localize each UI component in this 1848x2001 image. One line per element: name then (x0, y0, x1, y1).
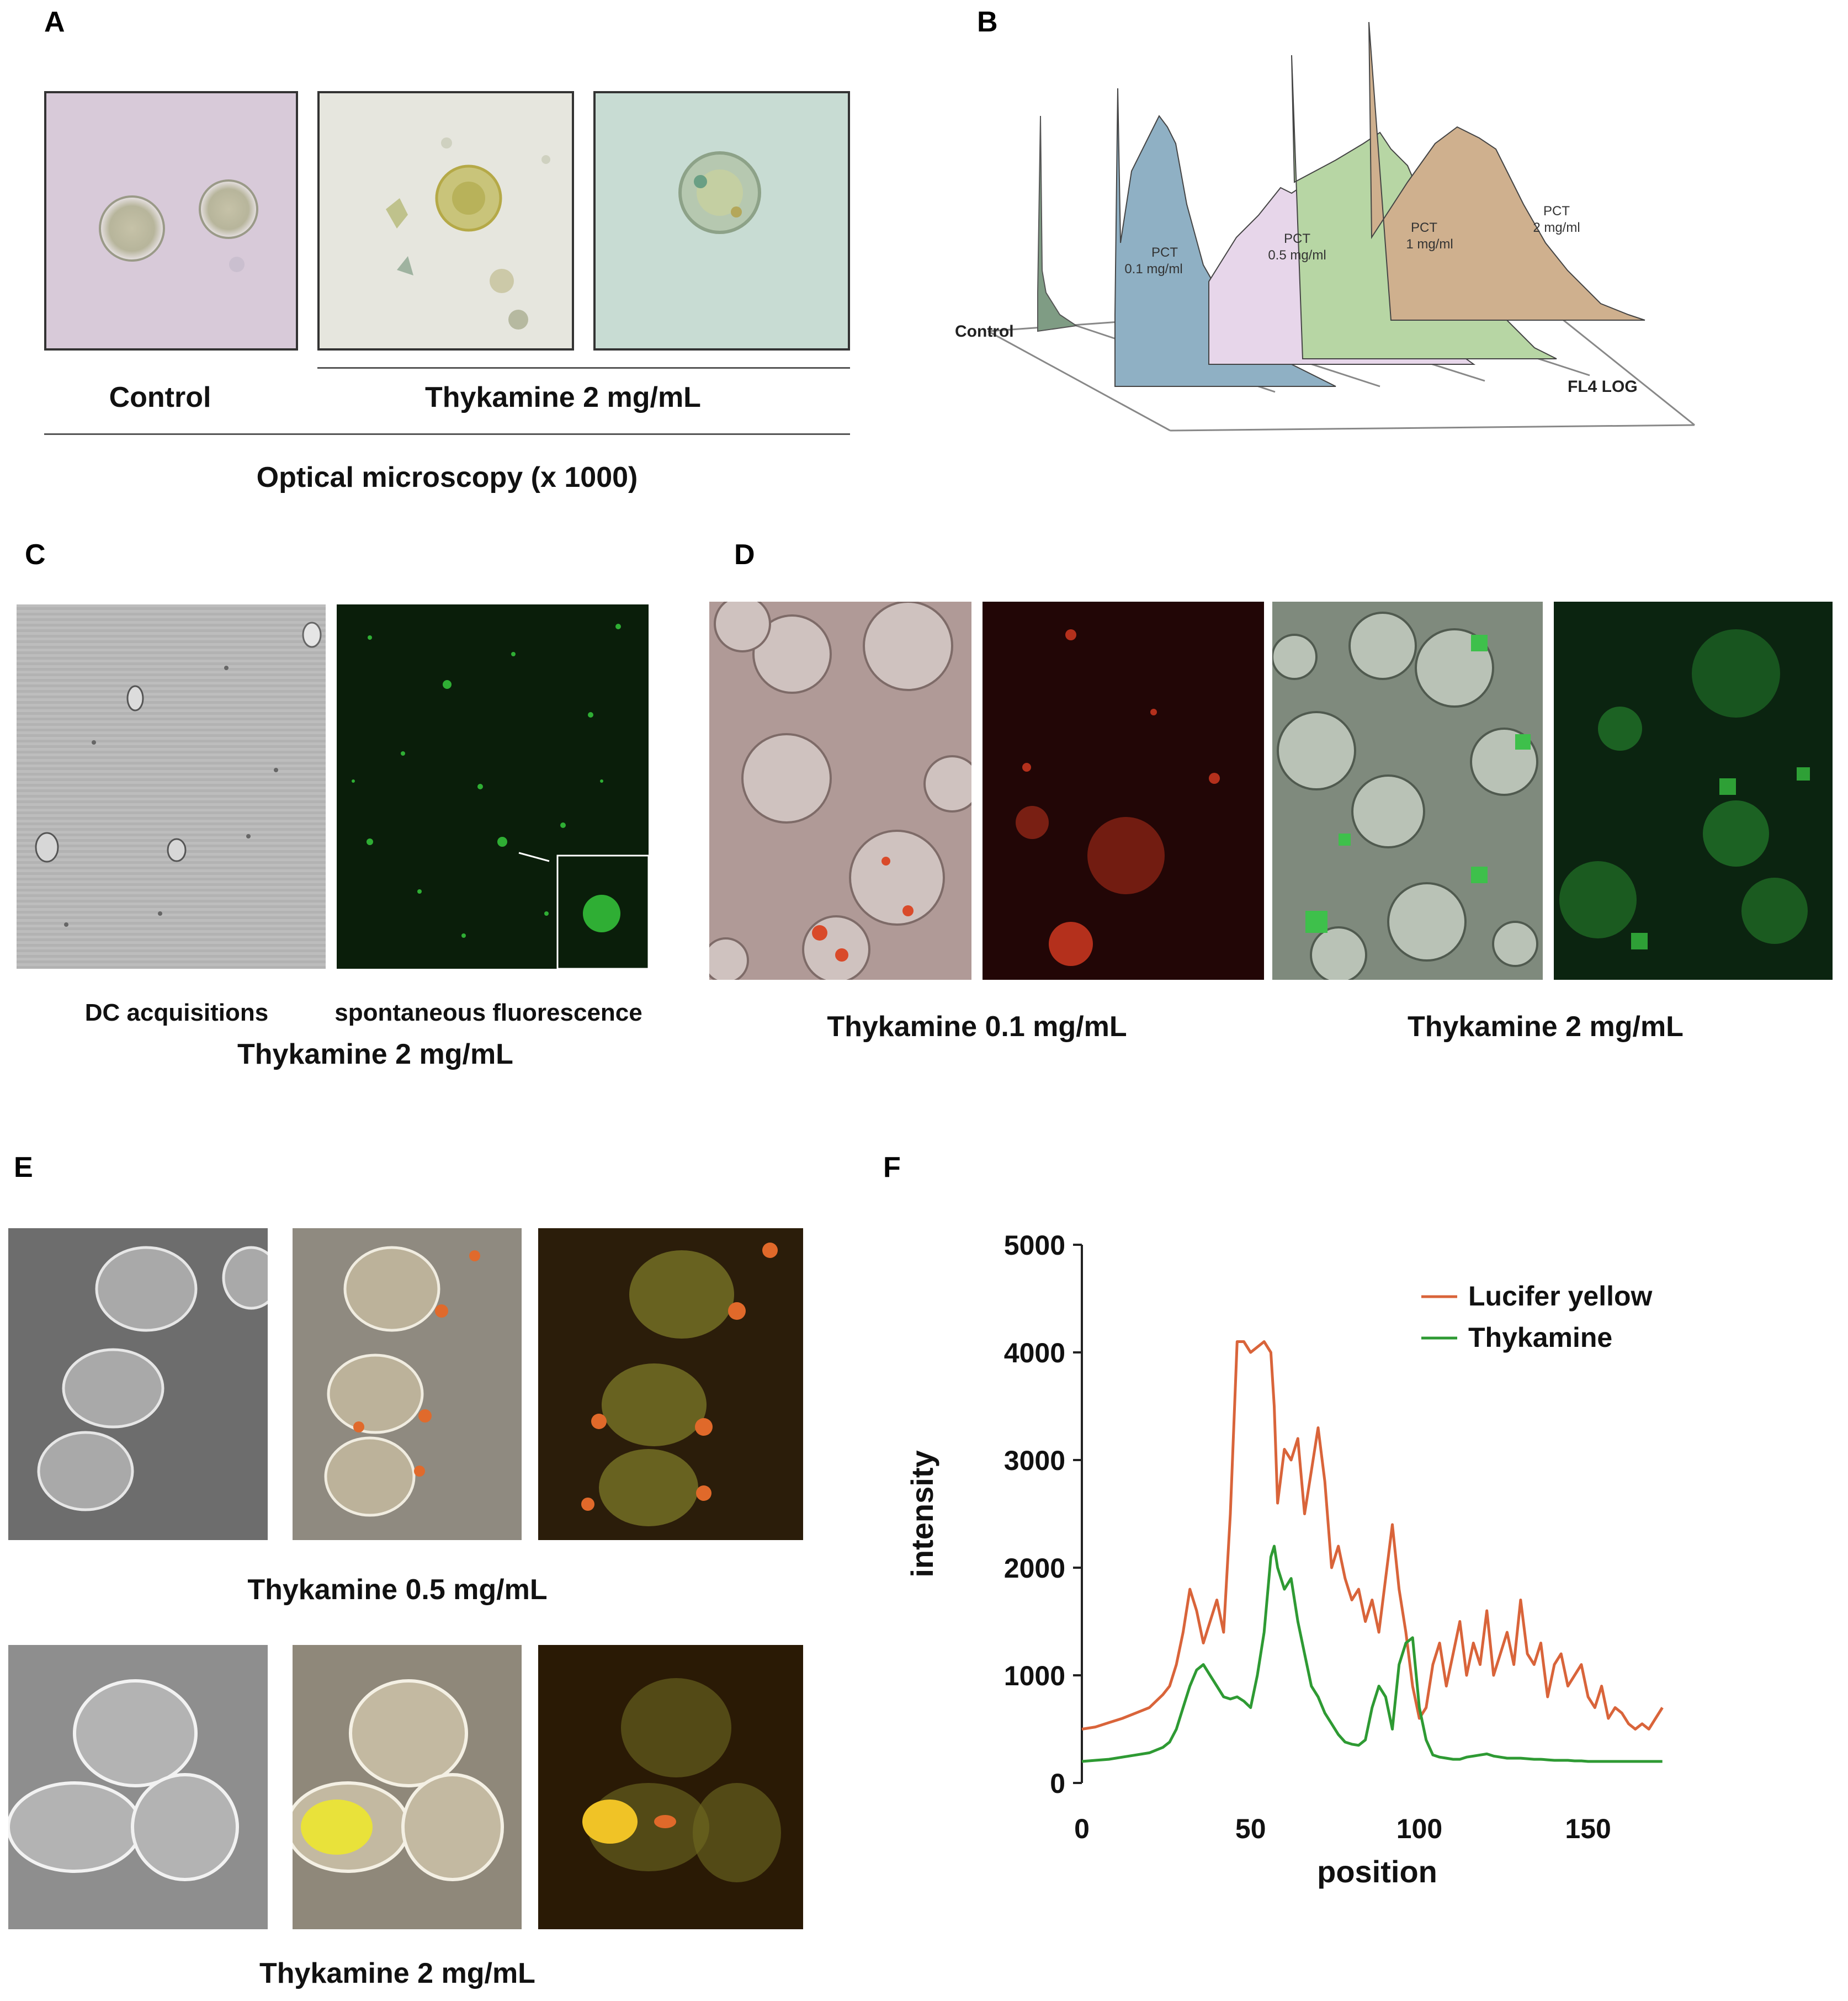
hist-label-dose-3: 2 mg/ml (1533, 220, 1580, 235)
series-line-thykamine (1081, 1544, 1663, 1763)
merge-2-image (293, 1645, 522, 1929)
red-channel-0-1-image (983, 602, 1264, 980)
overlay-2-cells (1272, 612, 1538, 980)
treated-bracket-line (317, 367, 850, 369)
dc-cells (35, 622, 322, 927)
red-channel-speckles (1016, 629, 1220, 966)
panel-label-b: B (977, 6, 998, 38)
overlay-0-1-cells (709, 602, 971, 980)
histogram-2 (1368, 22, 1645, 321)
thykamine-micrograph-2 (593, 91, 850, 351)
overlay-0-1-image (709, 602, 971, 980)
panel-label-a: A (44, 6, 65, 38)
hist-label-name-3: PCT (1543, 204, 1570, 219)
thykamine-caption-a: Thykamine 2 mg/mL (425, 381, 701, 413)
optical-microscopy-caption: Optical microscopy (x 1000) (256, 461, 638, 493)
y-tick-label-5: 5000 (1004, 1230, 1065, 1261)
histogram-0-1 (1114, 88, 1336, 387)
green-channel-speckles (1559, 629, 1810, 949)
thykamine-0-5-caption: Thykamine 0.5 mg/mL (247, 1574, 548, 1606)
control-micrograph (44, 91, 298, 351)
control-histogram (1037, 115, 1078, 332)
legend-label-1: Thykamine (1468, 1322, 1612, 1353)
thykamine-micrograph-1 (317, 91, 574, 351)
y-tick-label-0: 0 (1050, 1768, 1065, 1799)
x-axis-label: position (1317, 1854, 1437, 1889)
hist-label-name-2: PCT (1411, 220, 1437, 235)
x-tick-label-3: 150 (1565, 1813, 1611, 1844)
fluor-2-cells (582, 1678, 781, 1882)
hist-label-dose-0: 0.1 mg/ml (1124, 262, 1182, 277)
overlay-2-image (1272, 602, 1543, 980)
hist-label-name-1: PCT (1284, 231, 1310, 246)
dic-0-5-image (8, 1228, 268, 1540)
thykamine-cells-image-2 (678, 151, 761, 234)
y-tick-label-2: 2000 (1004, 1553, 1065, 1584)
y-tick-label-1: 1000 (1004, 1660, 1065, 1691)
thykamine-2-caption-d: Thykamine 2 mg/mL (1408, 1011, 1684, 1043)
hist-label-dose-2: 1 mg/ml (1406, 237, 1453, 252)
panel-label-c: C (25, 539, 46, 571)
merge-0-5-cells (324, 1246, 480, 1517)
panel-a-divider (44, 433, 850, 435)
dic-2-image (8, 1645, 268, 1929)
x-tick-label-2: 100 (1396, 1813, 1442, 1844)
x-tick-label-1: 50 (1235, 1813, 1266, 1844)
panel-label-e: E (14, 1151, 33, 1183)
thykamine-0-1-caption: Thykamine 0.1 mg/mL (827, 1011, 1127, 1043)
control-histogram-label: Control (955, 322, 1014, 341)
panel-label-d: D (734, 539, 755, 571)
thykamine-2-caption-e: Thykamine 2 mg/mL (259, 1957, 535, 1989)
green-channel-2-image (1554, 602, 1833, 980)
fluorescence-speckles (352, 624, 649, 969)
thykamine-cells-image-1 (386, 137, 550, 330)
control-cells-image (99, 179, 258, 272)
merge-2-cells (293, 1679, 504, 1881)
intensity-profile-chart: 0 1000 2000 3000 4000 5000 0 50 100 150 position in… (905, 1230, 1664, 1889)
x-tick-label-0: 0 (1074, 1813, 1090, 1844)
flow-cytometry-histograms: PCT 0.1 mg/ml PCT 0.5 mg/ml PCT 1 mg/ml … (955, 22, 1695, 432)
hist-label-dose-1: 0.5 mg/ml (1268, 248, 1326, 263)
dic-0-5-cells (37, 1246, 268, 1511)
dc-acquisitions-caption: DC acquisitions (84, 999, 269, 1026)
dc-acquisition-image (17, 604, 326, 969)
fluor-0-5-cells (581, 1243, 778, 1526)
y-axis-label: intensity (905, 1450, 939, 1577)
fluor-2-image (538, 1645, 803, 1929)
series-line-lucifer-yellow (1081, 1340, 1664, 1731)
spontaneous-fluorescence-caption: spontaneous fluorescence (334, 999, 642, 1026)
y-tick-label-3: 3000 (1004, 1445, 1065, 1476)
control-caption: Control (109, 381, 211, 413)
spontaneous-fluorescence-image (337, 604, 649, 969)
fl4-log-axis-label: FL4 LOG (1568, 378, 1638, 396)
y-tick-label-4: 4000 (1004, 1337, 1065, 1368)
thykamine-caption-c: Thykamine 2 mg/mL (237, 1038, 513, 1070)
fluor-0-5-image (538, 1228, 803, 1540)
hist-label-name-0: PCT (1151, 245, 1178, 260)
dic-2-cells (8, 1679, 239, 1881)
legend-label-0: Lucifer yellow (1468, 1281, 1653, 1312)
merge-0-5-image (293, 1228, 522, 1540)
panel-label-f: F (883, 1151, 901, 1183)
